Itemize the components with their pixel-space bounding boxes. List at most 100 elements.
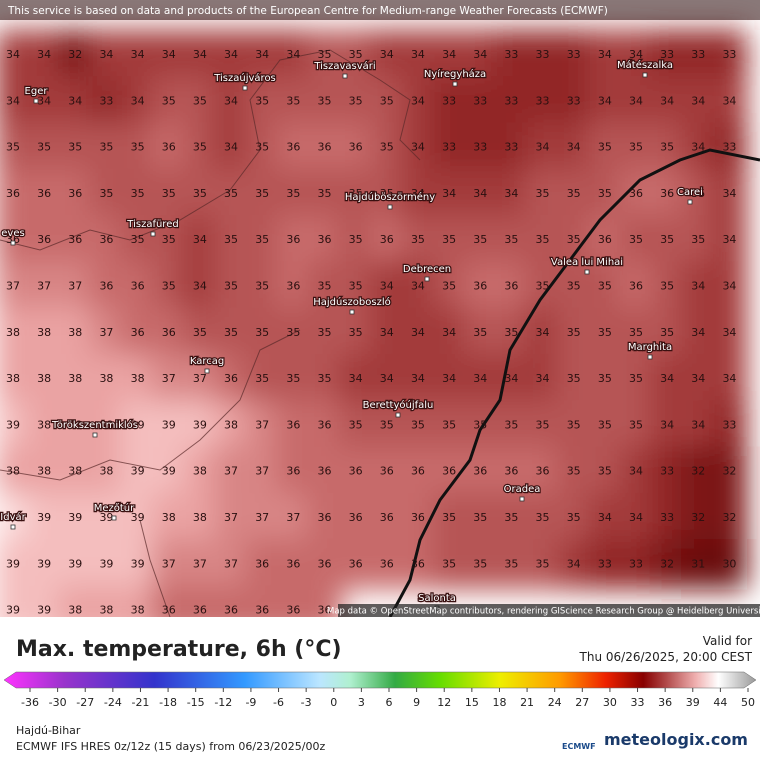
temperature-cell — [244, 261, 280, 312]
value-label: 35 — [37, 141, 51, 154]
value-label: 34 — [380, 326, 394, 339]
value-label: 36 — [504, 465, 518, 478]
temperature-cell — [587, 307, 623, 358]
brand[interactable]: meteologix.com — [604, 730, 748, 749]
temperature-cell — [649, 215, 685, 266]
temperature-cell — [493, 29, 529, 81]
temperature-cell — [524, 168, 561, 220]
value-label: 38 — [68, 418, 82, 431]
value-label: 39 — [37, 511, 51, 524]
temperature-cell — [57, 400, 93, 451]
value-label: 36 — [255, 604, 269, 617]
value-label: 33 — [722, 48, 736, 61]
value-label: 38 — [99, 465, 113, 478]
region: Hajdú-Bihar — [16, 724, 81, 737]
temperature-cell — [0, 168, 31, 220]
temperature-cell — [151, 400, 187, 451]
value-label: 35 — [567, 280, 581, 293]
value-label: 36 — [380, 233, 394, 246]
temperature-cell — [556, 168, 592, 220]
temperature-cell — [0, 76, 31, 127]
temperature-cell — [711, 261, 748, 312]
temperature-cell — [680, 122, 716, 173]
value-label: 35 — [691, 233, 705, 246]
value-label: 35 — [598, 372, 612, 385]
value-grid: 34 34 32 34 34 34 34 34 34 34 35 35 34 34 34 34 33 33 33 34… — [6, 48, 736, 617]
colorbar-tick-label: -9 — [245, 696, 256, 708]
temperature-cell — [120, 215, 156, 266]
value-label: 35 — [660, 280, 674, 293]
temperature-cell — [369, 400, 405, 451]
temperature-cell — [306, 539, 343, 590]
value-label: 38 — [6, 372, 20, 385]
temperature-cell — [306, 492, 343, 544]
temperature-cell — [462, 215, 498, 266]
temperature-cell — [213, 122, 249, 173]
temperature-cell — [88, 446, 125, 497]
value-label: 35 — [380, 141, 394, 154]
attribution-bg — [338, 604, 760, 617]
value-label: 35 — [567, 511, 581, 524]
temperature-cell — [649, 29, 685, 81]
value-label: 35 — [504, 418, 518, 431]
country-border — [388, 148, 760, 617]
temperature-cell — [182, 29, 218, 81]
temperature-cell — [244, 539, 280, 590]
value-label: 35 — [349, 280, 363, 293]
temperature-cell — [0, 400, 31, 451]
value-label: 35 — [473, 511, 487, 524]
temperature-cell — [493, 215, 529, 266]
temperature-cell — [182, 353, 218, 405]
temperature-cell — [182, 585, 218, 617]
value-label: 35 — [286, 187, 300, 200]
temperature-cell — [680, 492, 716, 544]
temperature-cell — [680, 76, 716, 127]
city-marker — [647, 354, 653, 360]
value-label: 37 — [193, 557, 207, 570]
temperature-cell — [524, 492, 561, 544]
value-label: 34 — [37, 94, 51, 107]
value-label: 32 — [722, 465, 736, 478]
value-label: 36 — [286, 280, 300, 293]
value-label: 37 — [193, 372, 207, 385]
temperature-cell — [618, 261, 654, 312]
banner-bg — [0, 0, 760, 20]
temperature-cell — [338, 261, 374, 312]
temperature-cell — [711, 353, 748, 405]
value-label: 36 — [629, 187, 643, 200]
value-label: 35 — [567, 233, 581, 246]
temperature-cell — [618, 76, 654, 127]
value-label: 35 — [660, 233, 674, 246]
temperature-cell — [182, 168, 218, 220]
map: 34 34 32 34 34 34 34 34 34 34 35 35 34 34 34 34 33 33 33 34… — [0, 0, 760, 617]
temperature-cell — [88, 353, 125, 405]
value-label: 36 — [504, 280, 518, 293]
value-label: 34 — [442, 372, 456, 385]
temperature-cell — [493, 261, 529, 312]
value-label: 35 — [162, 233, 176, 246]
value-label: 34 — [380, 372, 394, 385]
temperature-cell — [306, 215, 343, 266]
colorbar-tick-label: 33 — [631, 696, 645, 708]
value-label: 34 — [37, 48, 51, 61]
temperature-cell — [711, 76, 748, 127]
temperature-cell — [88, 585, 125, 617]
value-label: 34 — [504, 187, 518, 200]
temperature-cell — [213, 168, 249, 220]
value-label: 34 — [536, 372, 550, 385]
value-label: 35 — [380, 418, 394, 431]
value-label: 33 — [722, 418, 736, 431]
city-label: eves — [1, 228, 24, 239]
temperature-cell — [711, 446, 748, 497]
temperature-cell — [244, 29, 280, 81]
value-label: 39 — [131, 465, 145, 478]
value-label: 34 — [691, 326, 705, 339]
temperature-cell — [213, 76, 249, 127]
temperature-cell — [649, 261, 685, 312]
temperature-cell — [400, 261, 436, 312]
value-label: 35 — [318, 326, 332, 339]
value-label: 34 — [722, 280, 736, 293]
value-label: 35 — [567, 326, 581, 339]
temperature-cell — [369, 353, 405, 405]
temperature-cell — [649, 492, 685, 544]
